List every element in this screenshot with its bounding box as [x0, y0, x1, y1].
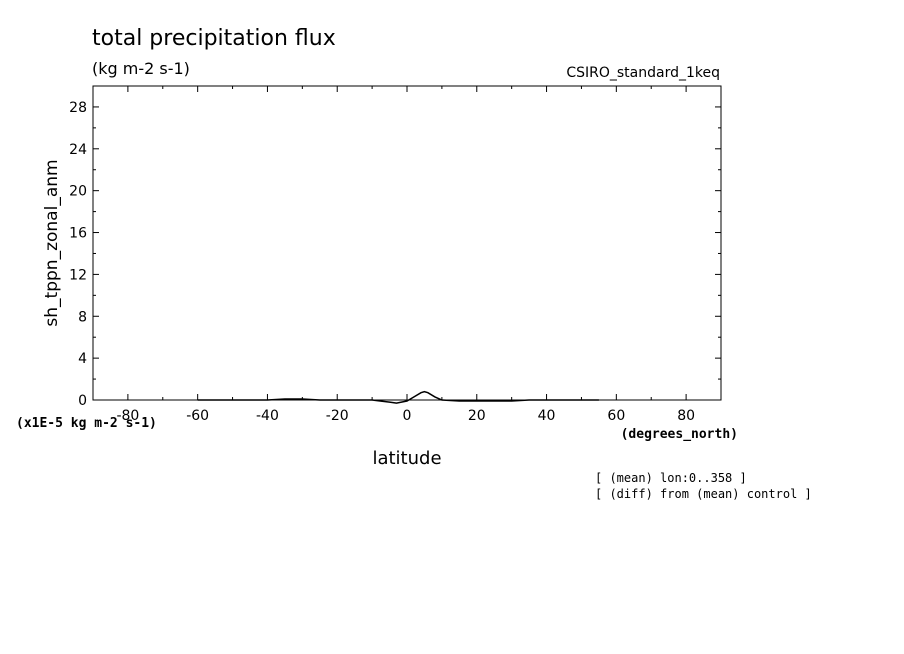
x-axis-label: latitude	[372, 448, 441, 469]
axis-ticks	[92, 85, 722, 401]
series-line	[197, 390, 599, 404]
x-tick-label: 60	[607, 408, 625, 424]
y-tick-labels: 0 4 8 12 16 20 24 28	[69, 100, 87, 409]
plot-frame	[92, 85, 722, 401]
y-tick-label: 8	[78, 309, 87, 325]
dataset-label: CSIRO_standard_1keq	[566, 65, 720, 81]
chart-units: (kg m-2 s-1)	[92, 59, 190, 78]
x-tick-label: -80	[116, 408, 139, 424]
y-scale-label: (x1E-5 kg m-2 s-1)	[16, 416, 157, 431]
y-tick-label: 16	[69, 226, 87, 242]
y-tick-label: 24	[69, 142, 87, 158]
y-tick-label: 28	[69, 100, 87, 116]
x-tick-label: 0	[403, 408, 412, 424]
y-tick-label: 12	[69, 267, 87, 283]
y-axis-label: sh_tppn_zonal_anm	[42, 159, 62, 326]
x-tick-label: 20	[468, 408, 486, 424]
x-tick-label: -20	[326, 408, 349, 424]
note-mean-lon: [ (mean) lon:0..358 ]	[595, 471, 747, 485]
x-tick-labels: -80 -60 -40 -20 0 20 40 60 80	[116, 408, 695, 424]
chart-title: total precipitation flux	[92, 26, 336, 51]
note-diff-control: [ (diff) from (mean) control ]	[595, 487, 812, 501]
x-tick-label: -60	[186, 408, 209, 424]
x-tick-label: 80	[677, 408, 695, 424]
y-tick-label: 20	[69, 184, 87, 200]
x-tick-label: 40	[538, 408, 556, 424]
x-units-label: (degrees_north)	[621, 427, 738, 442]
x-tick-label: -40	[256, 408, 279, 424]
plot-area: -80 -60 -40 -20 0 20 40 60 80 0 4 8 12 16 20 24 28	[69, 85, 722, 424]
y-tick-label: 4	[78, 351, 87, 367]
y-tick-label: 0	[78, 393, 87, 409]
